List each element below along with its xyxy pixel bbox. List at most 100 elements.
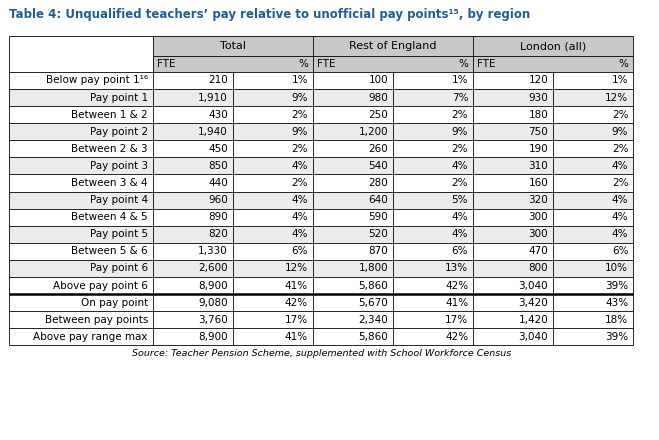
Text: 39%: 39% xyxy=(605,332,628,342)
Text: 1,940: 1,940 xyxy=(198,127,228,137)
Text: 3,040: 3,040 xyxy=(519,281,548,290)
Bar xyxy=(313,56,393,72)
Text: 8,900: 8,900 xyxy=(198,332,228,342)
Text: 4%: 4% xyxy=(612,195,628,205)
Text: 42%: 42% xyxy=(285,298,308,308)
Text: %: % xyxy=(618,59,628,69)
Bar xyxy=(9,123,633,140)
Bar xyxy=(9,260,633,277)
Text: Rest of England: Rest of England xyxy=(349,41,437,51)
Bar xyxy=(9,158,633,175)
Text: 9%: 9% xyxy=(612,127,628,137)
Bar xyxy=(9,277,633,294)
Text: 2%: 2% xyxy=(291,178,308,188)
Text: 41%: 41% xyxy=(285,281,308,290)
Bar xyxy=(9,140,633,158)
Text: On pay point: On pay point xyxy=(80,298,148,308)
Text: 750: 750 xyxy=(529,127,548,137)
Text: 4%: 4% xyxy=(451,212,468,222)
Text: 1%: 1% xyxy=(291,76,308,85)
Text: Above pay range max: Above pay range max xyxy=(34,332,148,342)
Text: 6%: 6% xyxy=(451,246,468,257)
Bar xyxy=(233,56,313,72)
Text: 210: 210 xyxy=(208,76,228,85)
Text: 450: 450 xyxy=(208,144,228,154)
Text: 960: 960 xyxy=(208,195,228,205)
Text: 4%: 4% xyxy=(291,229,308,239)
Text: 2%: 2% xyxy=(612,144,628,154)
Text: Pay point 2: Pay point 2 xyxy=(90,127,148,137)
Text: Pay point 1: Pay point 1 xyxy=(90,92,148,103)
Text: Pay point 3: Pay point 3 xyxy=(90,161,148,171)
Bar xyxy=(9,243,633,260)
Text: 440: 440 xyxy=(208,178,228,188)
Text: Pay point 5: Pay point 5 xyxy=(90,229,148,239)
Text: 6%: 6% xyxy=(612,246,628,257)
Bar xyxy=(9,209,633,226)
Text: 9%: 9% xyxy=(291,92,308,103)
Text: Between 4 & 5: Between 4 & 5 xyxy=(71,212,148,222)
Text: 17%: 17% xyxy=(445,315,468,325)
Text: 10%: 10% xyxy=(605,264,628,274)
Text: FTE: FTE xyxy=(157,59,175,69)
Text: 4%: 4% xyxy=(612,212,628,222)
Text: 12%: 12% xyxy=(605,92,628,103)
Text: 100: 100 xyxy=(368,76,388,85)
Text: 4%: 4% xyxy=(451,161,468,171)
Text: 640: 640 xyxy=(368,195,388,205)
Text: Above pay point 6: Above pay point 6 xyxy=(53,281,148,290)
Text: Table 4: Unqualified teachers’ pay relative to unofficial pay points¹⁵, by regio: Table 4: Unqualified teachers’ pay relat… xyxy=(9,8,530,22)
Text: 5,860: 5,860 xyxy=(358,281,388,290)
Text: 1,420: 1,420 xyxy=(519,315,548,325)
Bar xyxy=(473,36,633,56)
Bar xyxy=(9,294,633,311)
Text: 470: 470 xyxy=(529,246,548,257)
Text: 260: 260 xyxy=(368,144,388,154)
Text: 9%: 9% xyxy=(291,127,308,137)
Text: 41%: 41% xyxy=(445,298,468,308)
Bar xyxy=(9,56,153,72)
Text: 2%: 2% xyxy=(612,110,628,120)
Text: FTE: FTE xyxy=(477,59,496,69)
Text: Between pay points: Between pay points xyxy=(45,315,148,325)
Text: 540: 540 xyxy=(368,161,388,171)
Text: 190: 190 xyxy=(529,144,548,154)
Text: 160: 160 xyxy=(529,178,548,188)
Text: 890: 890 xyxy=(208,212,228,222)
Bar xyxy=(9,328,633,345)
Text: 2%: 2% xyxy=(291,110,308,120)
Text: Between 5 & 6: Between 5 & 6 xyxy=(71,246,148,257)
Text: 870: 870 xyxy=(368,246,388,257)
Text: Below pay point 1¹⁶: Below pay point 1¹⁶ xyxy=(45,76,148,85)
Text: 18%: 18% xyxy=(605,315,628,325)
Text: 1,200: 1,200 xyxy=(358,127,388,137)
Bar xyxy=(9,89,633,106)
Text: 2%: 2% xyxy=(612,178,628,188)
Text: 2%: 2% xyxy=(451,178,468,188)
Text: 800: 800 xyxy=(529,264,548,274)
Text: 4%: 4% xyxy=(451,229,468,239)
Text: 1,910: 1,910 xyxy=(198,92,228,103)
Text: %: % xyxy=(458,59,468,69)
Text: 9,080: 9,080 xyxy=(198,298,228,308)
Text: 1,800: 1,800 xyxy=(358,264,388,274)
Text: 4%: 4% xyxy=(291,212,308,222)
Text: Pay point 6: Pay point 6 xyxy=(90,264,148,274)
Text: 300: 300 xyxy=(529,212,548,222)
Text: 2,340: 2,340 xyxy=(358,315,388,325)
Text: Between 1 & 2: Between 1 & 2 xyxy=(71,110,148,120)
Text: 1%: 1% xyxy=(612,76,628,85)
Text: 9%: 9% xyxy=(451,127,468,137)
Text: %: % xyxy=(298,59,308,69)
Text: 4%: 4% xyxy=(612,161,628,171)
Text: 310: 310 xyxy=(529,161,548,171)
Text: 320: 320 xyxy=(529,195,548,205)
Text: 5%: 5% xyxy=(451,195,468,205)
Text: 4%: 4% xyxy=(291,195,308,205)
Bar xyxy=(9,226,633,243)
Bar xyxy=(313,36,473,56)
Text: 2%: 2% xyxy=(451,110,468,120)
Text: 5,670: 5,670 xyxy=(358,298,388,308)
Text: 2%: 2% xyxy=(451,144,468,154)
Text: 850: 850 xyxy=(208,161,228,171)
